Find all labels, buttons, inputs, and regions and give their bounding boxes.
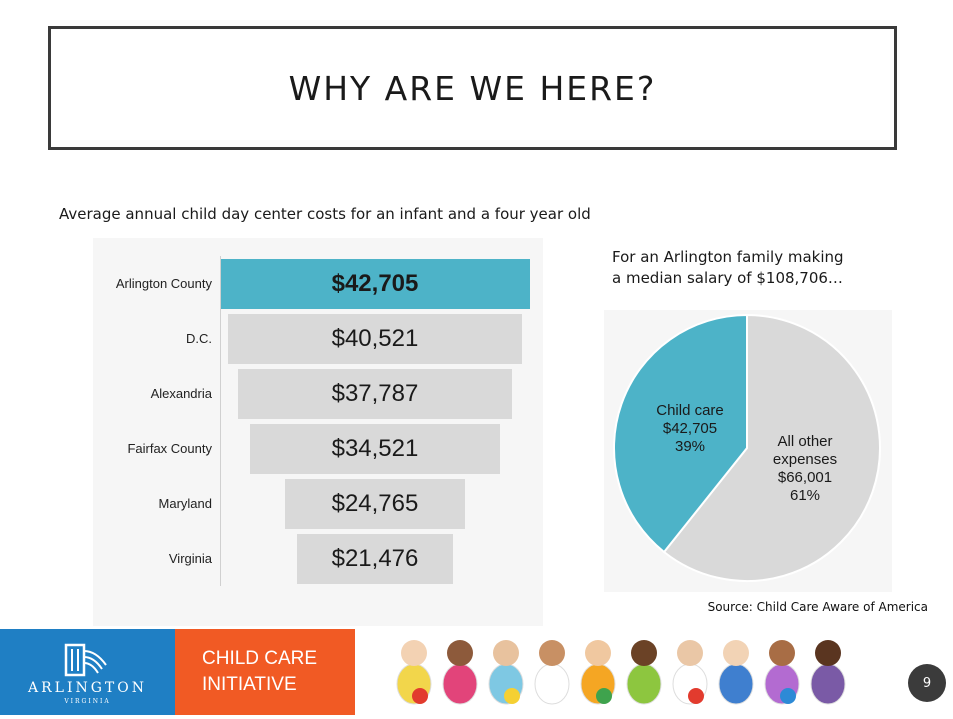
- child-body: [442, 663, 478, 705]
- funnel-bar-dc: $40,521: [228, 314, 522, 364]
- pie-label-child-care: Child care $42,705 39%: [636, 402, 744, 456]
- child-body: [718, 663, 754, 705]
- child-figure: [396, 640, 432, 705]
- toy-ball: [596, 688, 612, 704]
- logo-subtext: VIRGINIA: [64, 698, 111, 705]
- pie-label-other-name1: All other: [777, 433, 833, 450]
- child-figure: [488, 640, 524, 705]
- pie-label-other-percent: 61%: [789, 487, 821, 504]
- pie-label-other-name2: expenses: [772, 451, 838, 468]
- toy-ball: [412, 688, 428, 704]
- pie-label-other: All other expenses $66,001 61%: [752, 433, 858, 505]
- child-head: [769, 640, 795, 666]
- arlington-logo: ARLINGTON VIRGINIA: [0, 629, 175, 715]
- funnel-bar-alexandria: $37,787: [238, 369, 512, 419]
- pie-caption-line1: For an Arlington family making: [612, 248, 844, 266]
- child-head: [493, 640, 519, 666]
- row-label-dc: D.C.: [186, 331, 212, 346]
- funnel-bar-virginia: $21,476: [297, 534, 453, 584]
- initiative-banner: CHILD CARE INITIATIVE: [175, 629, 355, 715]
- row-label-virginia: Virginia: [168, 551, 212, 566]
- child-head: [539, 640, 565, 666]
- pie-slice-other-expenses: [662, 313, 881, 582]
- child-body: [810, 663, 846, 705]
- title-box: WHY ARE WE HERE?: [48, 26, 897, 150]
- funnel-axis-line: [220, 256, 221, 586]
- child-head: [447, 640, 473, 666]
- child-head: [585, 640, 611, 666]
- pie-caption: For an Arlington family making a median …: [612, 247, 844, 289]
- toy-ball: [504, 688, 520, 704]
- toy-ball: [688, 688, 704, 704]
- chart-subtitle: Average annual child day center costs fo…: [59, 205, 591, 223]
- pie-slice-child-care: [613, 313, 748, 554]
- child-body: [534, 663, 570, 705]
- child-figure: [718, 640, 754, 705]
- pie-chart: [613, 313, 881, 582]
- child-figure: [672, 640, 708, 705]
- child-figure: [442, 640, 478, 705]
- logo-text: ARLINGTON: [28, 680, 147, 696]
- child-figure: [810, 640, 846, 705]
- page-number-badge: 9: [908, 664, 946, 702]
- child-head: [677, 640, 703, 666]
- initiative-line2: INITIATIVE: [202, 674, 297, 695]
- child-figure: [534, 640, 570, 705]
- child-body: [626, 663, 662, 705]
- child-figure: [626, 640, 662, 705]
- funnel-bar-fairfax: $34,521: [250, 424, 500, 474]
- row-label-fairfax: Fairfax County: [127, 441, 212, 456]
- child-head: [723, 640, 749, 666]
- source-note: Source: Child Care Aware of America: [707, 600, 928, 614]
- row-label-arlington: Arlington County: [115, 276, 212, 291]
- children-photo-icon: [396, 640, 846, 705]
- child-head: [631, 640, 657, 666]
- funnel-bar-maryland: $24,765: [285, 479, 465, 529]
- child-head: [401, 640, 427, 666]
- child-figure: [764, 640, 800, 705]
- pie-label-child-care-value: $42,705: [662, 420, 718, 437]
- children-photo: [374, 626, 874, 715]
- pie-label-child-care-percent: 39%: [674, 438, 706, 455]
- row-label-maryland: Maryland: [158, 496, 212, 511]
- initiative-line1: CHILD CARE: [202, 648, 318, 669]
- funnel-bar-arlington: $42,705: [220, 259, 530, 309]
- arlington-logo-mark-icon: [64, 643, 107, 677]
- row-label-alexandria: Alexandria: [150, 386, 212, 401]
- toy-ball: [780, 688, 796, 704]
- child-figure: [580, 640, 616, 705]
- pie-label-child-care-name: Child care: [656, 402, 724, 419]
- pie-caption-line2: a median salary of $108,706…: [612, 269, 843, 287]
- slide-title: WHY ARE WE HERE?: [288, 68, 657, 108]
- pie-label-other-value: $66,001: [777, 469, 833, 486]
- child-head: [815, 640, 841, 666]
